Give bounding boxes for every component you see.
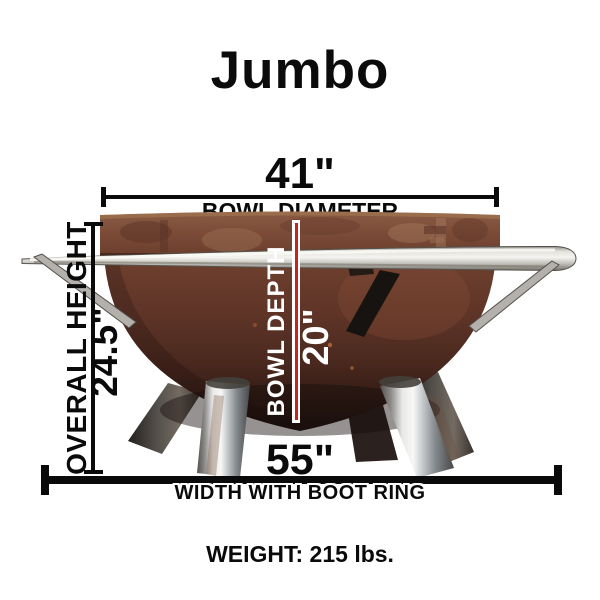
- overall-height-dimension-line: [83, 222, 103, 474]
- dimension-endcap-right: [494, 187, 499, 207]
- dimension-endcap-right: [554, 465, 562, 495]
- page-title: Jumbo: [210, 41, 390, 100]
- dimension-endcap-top: [83, 222, 103, 226]
- bowl-depth-label: BOWL DEPTH: [263, 245, 290, 417]
- dimension-endcap-left: [41, 465, 49, 495]
- fire-pit-photo: [21, 211, 577, 478]
- dimension-endcap-left: [101, 187, 106, 207]
- width-dimension-line: [41, 465, 562, 495]
- bowl-depth-value: 20": [295, 308, 336, 366]
- bowl-depth-line: [295, 223, 298, 420]
- dimension-endcap-bottom: [83, 470, 103, 474]
- overall-height-value: 24.5": [84, 307, 125, 397]
- width-label: WIDTH WITH BOOT RING: [174, 482, 426, 504]
- bowl-diameter-dimension-line: [101, 187, 499, 207]
- weight-text: WEIGHT: 215 lbs.: [206, 541, 394, 567]
- bowl-diameter-value: 41": [265, 149, 335, 198]
- ring-struts: [32, 253, 560, 333]
- front-legs: [197, 376, 460, 478]
